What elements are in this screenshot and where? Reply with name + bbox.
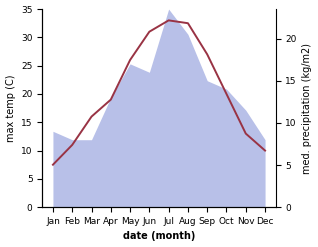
Y-axis label: med. precipitation (kg/m2): med. precipitation (kg/m2) bbox=[302, 43, 313, 174]
Y-axis label: max temp (C): max temp (C) bbox=[5, 74, 16, 142]
X-axis label: date (month): date (month) bbox=[123, 231, 195, 242]
